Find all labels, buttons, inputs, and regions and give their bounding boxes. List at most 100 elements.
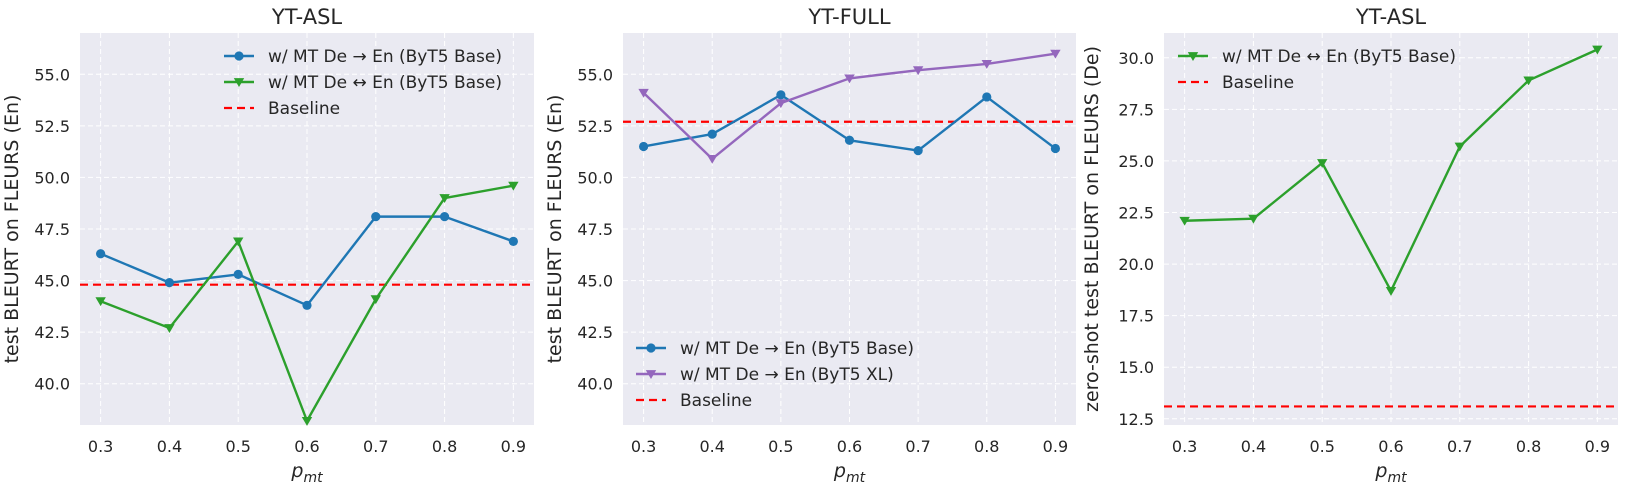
x-tick-label: 0.6 [1378,437,1403,456]
y-tick-label: 55.0 [34,65,70,84]
data-point [912,66,924,76]
legend-marker [234,51,244,61]
data-point [370,295,381,305]
legend-item: w/ MT De → En (ByT5 XL) [636,365,894,385]
x-tick-label: 0.7 [1447,437,1472,456]
data-point [913,146,923,156]
data-point [508,181,519,191]
y-tick-label: 42.5 [577,323,613,342]
y-tick-label: 55.0 [577,65,613,84]
series-1 [1179,45,1603,296]
x-axis-label: pmt [833,460,866,486]
data-point [638,141,649,152]
panel-1: 0.3 0.4 0.5 0.6 0.7 0.8 0.9 40.0 42.5 45.0 47.5 50.… [1,5,534,486]
x-axis-label: pmt [290,460,323,486]
x-tick-label: 0.9 [501,437,526,456]
panel-title: YT-ASL [1355,5,1427,29]
legend: w/ MT De → En (ByT5 Base) w/ MT De → En (… [636,339,914,411]
data-point [302,300,312,310]
panel-title: YT-ASL [271,5,343,29]
x-tick-label: 0.5 [225,437,250,456]
legend-label: w/ MT De ↔ En (ByT5 Base) [1222,47,1456,67]
data-point [981,60,992,69]
data-point [96,249,106,259]
data-point [1592,45,1603,55]
x-tick-label: 0.9 [1585,437,1610,456]
legend-label: w/ MT De → En (ByT5 Base) [680,339,914,359]
data-point [776,90,786,100]
data-point [707,154,718,164]
x-tick-label: 0.8 [1516,437,1541,456]
legend-label: w/ MT De ↔ En (ByT5 Base) [268,73,502,93]
y-axis-label: test BLEURT on FLEURS (En) [544,95,566,364]
y-tick-label: 20.0 [1118,255,1154,274]
x-tick-label: 0.5 [1309,437,1334,456]
panel-title: YT-FULL [807,5,890,29]
data-point [233,269,243,279]
x-axis-label-main: p [290,460,303,482]
data-point [1050,143,1061,154]
data-point [1385,286,1397,296]
x-tick-label: 0.3 [631,437,656,456]
data-point [844,74,855,84]
x-axis-label: pmt [1374,460,1407,486]
data-point [638,88,649,98]
legend-label: Baseline [268,99,340,119]
x-tick-label: 0.8 [432,437,457,456]
legend-item: w/ MT De → En (ByT5 Base) [636,339,914,359]
x-tick-label: 0.4 [157,437,182,456]
y-axis-label: zero-shot test BLEURT on FLEURS (De) [1081,46,1103,412]
data-point [164,324,175,333]
data-point [233,237,244,247]
data-point [844,135,855,145]
y-tick-label: 40.0 [577,375,613,394]
data-point [1317,159,1328,168]
x-tick-label: 0.4 [1241,437,1266,456]
x-tick-label: 0.7 [905,437,930,456]
legend-item: Baseline [636,391,752,411]
x-axis-label-main: p [1374,460,1387,482]
series-1 [638,90,1061,156]
legend-item: w/ MT De ↔ En (ByT5 Base) [224,73,502,93]
data-point [371,212,381,222]
data-point [982,92,992,102]
legend-label: w/ MT De → En (ByT5 XL) [680,365,894,385]
data-point [1179,216,1190,226]
y-tick-label: 30.0 [1118,49,1154,68]
y-tick-label: 45.0 [577,272,613,291]
series-1 [96,212,518,310]
data-point [164,278,175,288]
legend-marker [1187,52,1199,61]
data-point [775,99,787,109]
x-tick-label: 0.9 [1043,437,1068,456]
x-tick-label: 0.5 [768,437,793,456]
y-tick-label: 50.0 [577,168,613,187]
y-tick-label: 15.0 [1118,358,1154,377]
panel-2: 0.3 0.4 0.5 0.6 0.7 0.8 0.9 40.0 42.5 45.0 47.5 50.… [544,5,1076,486]
data-point [1454,142,1465,152]
data-point [301,416,313,426]
y-tick-label: 52.5 [34,117,70,136]
y-tick-label: 27.5 [1118,100,1154,119]
data-point [508,236,518,246]
data-point [1523,76,1534,86]
y-tick-label: 50.0 [34,168,70,187]
y-tick-label: 47.5 [577,220,613,239]
data-point [439,212,450,222]
x-axis-label-subscript: mt [303,470,323,486]
x-tick-label: 0.3 [88,437,113,456]
legend-marker [645,370,657,379]
series-2 [95,181,519,426]
x-tick-label: 0.8 [974,437,999,456]
panel-3: 0.3 0.4 0.5 0.6 0.7 0.8 0.9 12.5 15.0 17.5 20.0 22.… [1081,5,1618,486]
y-tick-label: 12.5 [1118,410,1154,429]
legend: w/ MT De ↔ En (ByT5 Base) Baseline [1178,47,1456,93]
x-tick-label: 0.6 [294,437,319,456]
x-tick-label: 0.4 [700,437,725,456]
series-2 [638,49,1061,164]
x-axis-label-subscript: mt [1387,470,1407,486]
legend-label: Baseline [1222,73,1294,93]
y-tick-label: 42.5 [34,323,70,342]
legend-label: Baseline [680,391,752,411]
